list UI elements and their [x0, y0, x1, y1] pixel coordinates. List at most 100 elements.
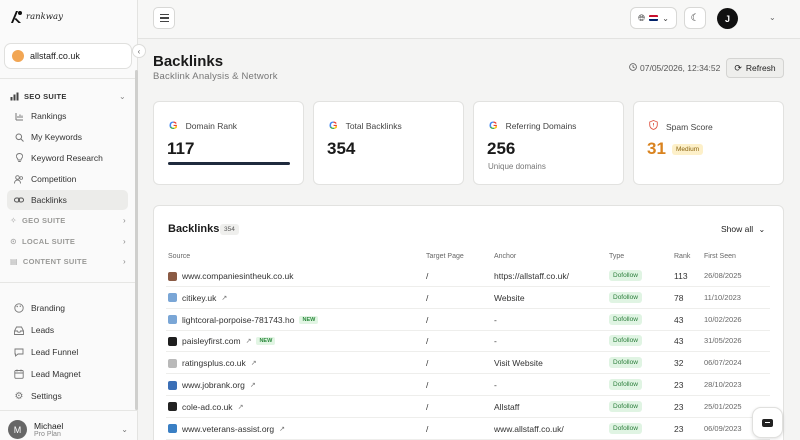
- favicon-icon: [168, 336, 177, 346]
- external-link-icon[interactable]: ↗: [221, 294, 228, 302]
- card-value: 256: [487, 139, 516, 158]
- column-header[interactable]: Type: [609, 253, 625, 260]
- card-header: G Domain Rank: [169, 120, 237, 132]
- panel-title: Backlinks: [168, 223, 220, 235]
- external-link-icon[interactable]: ↗: [237, 403, 244, 411]
- language-selector[interactable]: 🌐︎ ⌄: [630, 7, 677, 29]
- source-link[interactable]: citikey.uk: [182, 292, 217, 303]
- card-domain-rank: G Domain Rank 117: [153, 101, 304, 185]
- type-badge: Dofollow: [609, 422, 642, 434]
- user-name: Michael: [34, 421, 64, 431]
- divider: [0, 282, 138, 283]
- source-cell: www.companiesintheuk.co.uk: [168, 271, 294, 281]
- site-selector[interactable]: allstaff.co.uk: [4, 43, 132, 69]
- chevron-right-icon: ›: [123, 216, 126, 225]
- card-label: Total Backlinks: [345, 121, 402, 131]
- theme-toggle-button[interactable]: ☾: [684, 7, 706, 29]
- menu-button[interactable]: [153, 7, 175, 29]
- sidebar-item-backlinks[interactable]: Backlinks: [7, 190, 128, 210]
- favicon-icon: [168, 315, 177, 325]
- section-geo-suite[interactable]: ✧ GEO SUITE ›: [10, 216, 126, 225]
- table-row[interactable]: www.veterans-assist.org ↗ / www.allstaff.co…: [166, 419, 770, 440]
- section-content-suite[interactable]: ▤ CONTENT SUITE ›: [10, 257, 126, 266]
- logo[interactable]: rankway: [9, 9, 63, 25]
- first-seen-cell: 26/08/2025: [704, 271, 742, 280]
- sidebar-item-competition[interactable]: Competition: [7, 169, 128, 189]
- external-link-icon[interactable]: ↗: [279, 425, 285, 433]
- target-cell: /: [426, 314, 429, 325]
- table-row[interactable]: cole-ad.co.uk ↗ / Allstaff Dofollow 23 25/01/2…: [166, 397, 770, 418]
- sidebar-item-settings[interactable]: ⚙ Settings: [7, 386, 128, 406]
- refresh-label: Refresh: [745, 63, 776, 73]
- table-row[interactable]: www.jobrank.org ↗ / - Dofollow 23 28/10/2023: [166, 375, 770, 396]
- sidebar-item-lead-funnel[interactable]: Lead Funnel: [7, 342, 128, 362]
- sidebar-item-branding[interactable]: Branding: [7, 298, 128, 318]
- sidebar-item-my-keywords[interactable]: My Keywords: [7, 127, 128, 147]
- sidebar-item-lead-magnet[interactable]: Lead Magnet: [7, 364, 128, 384]
- source-link[interactable]: www.veterans-assist.org: [182, 423, 275, 434]
- external-link-icon[interactable]: ↗: [249, 382, 256, 389]
- target-cell: /: [426, 271, 429, 281]
- section-seo-suite[interactable]: SEO SUITE ⌄: [10, 92, 126, 101]
- shield-icon: [649, 120, 658, 133]
- source-cell: cole-ad.co.uk ↗: [168, 402, 243, 412]
- chevron-down-icon[interactable]: ⌄: [769, 13, 776, 22]
- type-badge: Dofollow: [609, 313, 642, 325]
- chevron-down-icon: ⌄: [758, 225, 766, 234]
- first-seen-cell: 31/05/2026: [704, 336, 742, 346]
- card-header: G Total Backlinks: [329, 120, 402, 132]
- globe-icon: 🌐︎: [638, 12, 646, 23]
- card-value: 354: [327, 139, 356, 158]
- topbar: 🌐︎ ⌄ ☾ J ⌄: [138, 0, 800, 39]
- chevron-left-icon: ‹: [137, 46, 141, 56]
- show-all-dropdown[interactable]: Show all ⌄: [721, 224, 765, 234]
- table-row[interactable]: www.companiesintheuk.co.uk / https://allst…: [166, 266, 770, 287]
- sidebar-item-leads[interactable]: Leads: [7, 320, 128, 340]
- column-header[interactable]: Target Page: [426, 253, 464, 260]
- column-header[interactable]: Anchor: [494, 253, 517, 260]
- sidebar-item-label: Settings: [31, 391, 62, 401]
- rank-cell: 23: [674, 401, 684, 412]
- type-badge: Dofollow: [609, 270, 642, 281]
- table-row[interactable]: citikey.uk ↗ / Website Dofollow 78 11/10/2023: [166, 288, 770, 309]
- source-link[interactable]: ratingsplus.co.uk: [182, 358, 246, 369]
- sidebar-item-label: Lead Magnet: [31, 369, 81, 379]
- chat-button[interactable]: [752, 407, 783, 438]
- sidebar-item-label: Branding: [31, 303, 66, 313]
- sidebar-item-label: Keyword Research: [31, 153, 103, 163]
- table-row[interactable]: lightcoral-porpoise-781743.ho NEW / - Dofoll…: [166, 310, 770, 331]
- external-link-icon[interactable]: ↗: [250, 360, 257, 368]
- column-header[interactable]: Rank: [674, 253, 691, 260]
- type-badge: Dofollow: [609, 357, 642, 369]
- users-icon: [14, 174, 24, 184]
- column-header[interactable]: First Seen: [704, 253, 736, 260]
- status-badge: Medium: [672, 144, 704, 155]
- column-header[interactable]: Source: [168, 253, 191, 260]
- hamburger-icon-line: [159, 14, 169, 16]
- rank-cell: 23: [674, 423, 684, 434]
- timestamp-text: 07/05/2026, 12:34:52: [640, 63, 721, 73]
- source-link[interactable]: www.companiesintheuk.co.uk: [182, 271, 294, 281]
- source-link[interactable]: www.jobrank.org: [182, 380, 245, 390]
- source-link[interactable]: paisleyfirst.com: [182, 336, 241, 347]
- refresh-button[interactable]: ⟳ Refresh: [726, 58, 784, 78]
- table-row[interactable]: ratingsplus.co.uk ↗ / Visit Website Dofollow…: [166, 353, 770, 375]
- sidebar-item-keyword-research[interactable]: Keyword Research: [7, 148, 128, 168]
- progress-bar-fill: [168, 162, 290, 165]
- card-header: Spam Score: [649, 120, 713, 133]
- sidebar-item-rankings[interactable]: Rankings: [7, 106, 128, 126]
- favicon-icon: [168, 293, 177, 303]
- sidebar-collapse-button[interactable]: ‹: [132, 44, 146, 58]
- search-icon: [14, 132, 24, 142]
- source-link[interactable]: cole-ad.co.uk: [182, 401, 233, 412]
- google-icon: G: [329, 120, 338, 132]
- section-local-suite[interactable]: ⊙ LOCAL SUITE ›: [10, 237, 126, 246]
- source-cell: www.veterans-assist.org ↗: [168, 424, 285, 434]
- table-row[interactable]: paisleyfirst.com ↗ NEW / - Dofollow 43 31/05/20…: [166, 331, 770, 353]
- sidebar-item-label: Leads: [31, 325, 55, 335]
- sidebar-scrollbar[interactable]: [135, 70, 138, 410]
- account-avatar[interactable]: J: [717, 8, 738, 29]
- source-link[interactable]: lightcoral-porpoise-781743.ho: [182, 314, 295, 325]
- external-link-icon[interactable]: ↗: [245, 338, 252, 346]
- user-menu[interactable]: M Michael Pro Plan ⌄: [8, 420, 128, 439]
